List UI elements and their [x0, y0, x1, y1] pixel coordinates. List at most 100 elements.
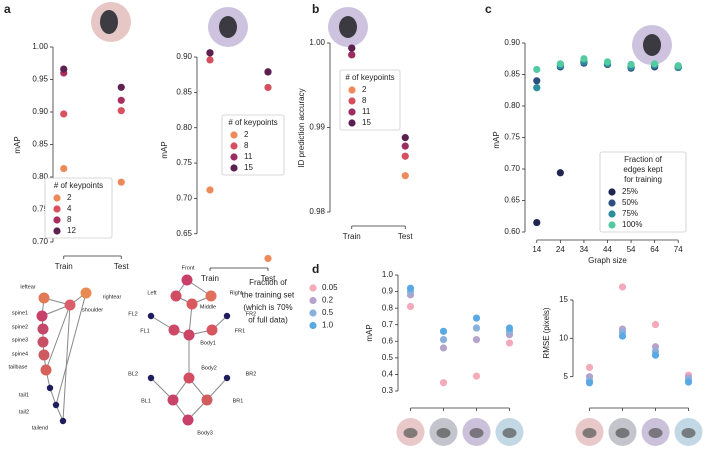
skeleton-label: spine2 — [12, 324, 28, 330]
x-tick-label: 44 — [603, 245, 612, 254]
y-tick-label: 0.98 — [309, 207, 325, 216]
skeleton-label: Left — [147, 290, 157, 296]
point — [401, 172, 409, 180]
x-tick-label: 24 — [556, 245, 565, 254]
legend-box — [599, 151, 687, 233]
skeleton-edge — [45, 304, 71, 371]
y-tick-label: 0.99 — [309, 123, 325, 132]
legend-title: # of keypoints — [345, 73, 394, 82]
skeleton-label: FR2 — [246, 311, 256, 317]
point — [117, 96, 125, 104]
point — [401, 152, 409, 160]
point — [60, 110, 68, 118]
x-tick-label: Train — [55, 262, 73, 271]
legend-title: of full data) — [248, 316, 288, 325]
point — [348, 44, 356, 52]
legend-label: 12 — [67, 226, 76, 235]
skeleton-edge — [62, 304, 71, 422]
mouse-icon-body — [100, 10, 118, 34]
y-tick-label: 1.0 — [382, 270, 394, 279]
legend-marker — [53, 216, 61, 224]
legend-marker — [230, 142, 238, 150]
y-tick-label: 0.65 — [176, 229, 192, 238]
dataset-icon-animal — [436, 428, 451, 438]
x-tick-label: Train — [201, 274, 219, 283]
skeleton-label: FL2 — [128, 311, 137, 317]
y-tick-label: 0.85 — [176, 88, 192, 97]
icons — [91, 2, 672, 65]
y-tick-label: 0.3 — [382, 386, 394, 395]
legend-title: # of keypoints — [228, 118, 277, 127]
panel-label: d — [312, 262, 319, 276]
y-axis-label: mAP — [13, 136, 22, 153]
skeleton: Front Left Right Middle FL2 FR2 FL1 FR1 Body1 BL2… — [128, 265, 256, 436]
skeleton-node — [183, 329, 195, 341]
x-tick-label: 74 — [674, 245, 683, 254]
point — [580, 55, 588, 63]
skeleton-node — [38, 292, 50, 304]
y-tick-label: 0.90 — [176, 52, 192, 61]
skeleton-edge — [55, 292, 87, 406]
point — [439, 344, 448, 352]
point — [117, 178, 125, 186]
point — [533, 77, 541, 85]
point — [472, 324, 481, 332]
y-tick-label: 5 — [564, 372, 569, 381]
legend-label: 0.2 — [322, 296, 334, 305]
skeleton-label: tailbase — [9, 364, 28, 370]
point — [401, 134, 409, 142]
y-tick-label: 1.00 — [32, 42, 48, 51]
legend-label: 1.0 — [322, 321, 334, 330]
skeleton-node — [170, 290, 182, 302]
legend-label: 8 — [244, 141, 249, 150]
panel-label: a — [4, 2, 11, 16]
dataset-icon-animal — [615, 428, 630, 438]
point — [556, 169, 564, 177]
skeleton-node — [147, 374, 155, 382]
point — [206, 56, 214, 64]
skeleton-label: Body2 — [201, 365, 217, 371]
legend-marker — [309, 296, 317, 305]
skeleton-node — [37, 323, 49, 335]
legend-label: 15 — [362, 118, 371, 127]
y-tick-label: 0.75 — [176, 158, 192, 167]
skeleton-node — [183, 372, 195, 384]
chart: 0.3 0.4 0.5 0.6 0.7 0.8 0.9 1.0 mAP Fraction of th… — [242, 270, 524, 446]
point — [533, 218, 541, 227]
skeleton-node — [223, 312, 231, 320]
skeleton-node — [80, 287, 92, 299]
panel-label: b — [312, 2, 319, 16]
y-tick-label: 0.90 — [32, 107, 48, 116]
point — [264, 83, 272, 92]
legend-label: 8 — [362, 96, 367, 105]
point — [651, 351, 660, 359]
legend-label: 11 — [362, 107, 371, 116]
point — [439, 379, 448, 387]
y-tick-label: 0.75 — [32, 205, 48, 214]
skeleton-label: tailend — [32, 425, 48, 431]
legend-label: 2 — [244, 130, 249, 139]
point — [674, 62, 682, 70]
point — [206, 49, 214, 57]
y-tick-label: 0.70 — [504, 164, 520, 173]
legend-label: 4 — [67, 204, 72, 213]
legend-box — [339, 69, 401, 131]
y-axis-label: mAP — [365, 324, 374, 341]
legend-marker — [608, 210, 616, 218]
dataset-icon-animal — [648, 428, 663, 438]
skeleton-node — [167, 394, 179, 406]
skeleton-label: spine1 — [12, 310, 28, 316]
legend-label: 50% — [622, 198, 638, 207]
skeleton-node — [52, 401, 60, 409]
y-axis-label: ID prediction accuracy — [297, 88, 306, 167]
point — [439, 327, 448, 335]
marmoset-icon-body — [339, 16, 357, 38]
y-tick-label: 0.60 — [504, 227, 520, 236]
legend-title: the training set — [242, 291, 295, 300]
skeleton-node — [205, 290, 217, 302]
point — [651, 60, 659, 68]
legend-marker — [230, 153, 238, 161]
chart: 0.60 0.65 0.70 0.75 0.80 0.85 0.90 mAP 14 24 34 44 5… — [492, 38, 687, 265]
skeleton-node — [181, 274, 193, 286]
point — [117, 83, 125, 91]
